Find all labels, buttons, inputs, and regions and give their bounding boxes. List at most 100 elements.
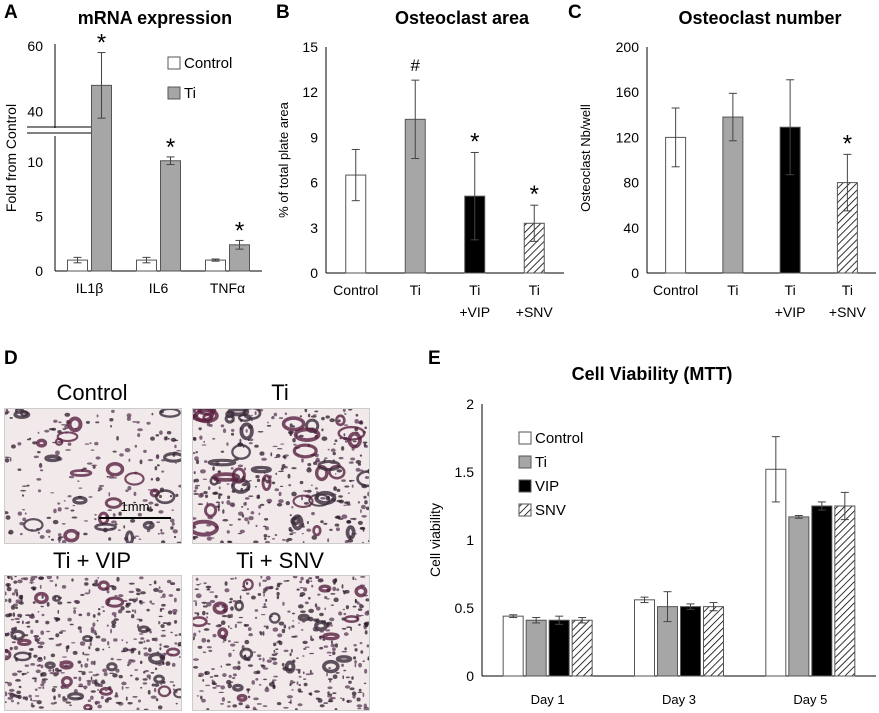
- stained-cell: [271, 538, 276, 540]
- stained-cell: [352, 694, 356, 699]
- stained-cell: [323, 702, 329, 704]
- stained-cell: [346, 700, 350, 703]
- stained-cell: [193, 489, 197, 493]
- stained-cell: [273, 412, 278, 417]
- stained-cell: [106, 697, 112, 701]
- stained-cell: [143, 647, 148, 650]
- osteoclast-cluster: [232, 683, 244, 692]
- stained-cell: [297, 669, 301, 674]
- stained-cell: [286, 695, 293, 699]
- osteoclast-cluster: [173, 688, 181, 699]
- panel-b-y-tick-label: 15: [302, 39, 318, 55]
- stained-cell: [247, 664, 254, 667]
- stained-cell: [148, 584, 152, 586]
- stained-cell: [283, 466, 288, 469]
- osteoclast-cluster: [56, 431, 79, 443]
- stained-cell: [7, 576, 10, 579]
- stained-cell: [338, 611, 343, 616]
- stained-cell: [283, 624, 287, 629]
- stained-cell: [318, 578, 324, 582]
- stained-cell: [36, 700, 42, 705]
- stained-cell: [308, 692, 312, 696]
- osteoclast-cluster: [106, 662, 118, 672]
- stained-cell: [167, 610, 173, 615]
- stained-cell: [5, 515, 11, 520]
- stained-cell: [94, 517, 97, 521]
- panel-e-y-tick-label: 0.5: [455, 600, 475, 616]
- stained-cell: [289, 652, 292, 657]
- stained-cell: [41, 678, 48, 681]
- stained-cell: [230, 601, 233, 604]
- osteoclast-cluster: [293, 427, 321, 442]
- stained-cell: [365, 598, 369, 602]
- panel-e-bar-snv: [834, 505, 856, 677]
- stained-cell: [151, 412, 154, 416]
- stained-cell: [112, 450, 117, 453]
- stained-cell: [208, 649, 213, 653]
- stained-cell: [31, 699, 38, 702]
- stained-cell: [5, 591, 7, 596]
- stained-cell: [354, 578, 357, 581]
- stained-cell: [193, 658, 199, 661]
- stained-cell: [114, 694, 119, 698]
- stained-cell: [125, 696, 128, 701]
- stained-cell: [71, 578, 74, 582]
- stained-cell: [218, 486, 221, 490]
- stained-cell: [206, 588, 211, 591]
- stained-cell: [35, 669, 41, 674]
- stained-cell: [211, 668, 215, 671]
- osteoclast-cluster: [312, 524, 322, 537]
- stained-cell: [215, 685, 221, 687]
- stained-cell: [341, 627, 347, 630]
- stained-cell: [364, 611, 369, 616]
- osteoclast-cluster: [281, 416, 306, 432]
- stained-cell: [125, 641, 128, 644]
- stained-cell: [250, 595, 256, 600]
- stained-cell: [197, 645, 203, 649]
- stained-cell: [114, 594, 118, 597]
- stained-cell: [127, 485, 132, 491]
- stained-cell: [161, 629, 166, 632]
- stained-cell: [255, 475, 260, 479]
- stained-cell: [194, 478, 200, 483]
- stained-cell: [271, 415, 275, 418]
- stained-cell: [9, 457, 12, 462]
- stained-cell: [359, 642, 363, 645]
- stained-cell: [193, 632, 197, 637]
- stained-cell: [5, 691, 8, 697]
- micrograph-label-ti: Ti: [271, 380, 289, 405]
- stained-cell: [321, 436, 328, 441]
- stained-cell: [146, 421, 151, 425]
- stained-cell: [343, 612, 347, 616]
- stained-cell: [202, 679, 205, 682]
- stained-cell: [137, 512, 143, 517]
- stained-cell: [103, 672, 108, 677]
- stained-cell: [193, 451, 196, 455]
- osteoclast-cluster: [343, 615, 360, 624]
- stained-cell: [289, 431, 293, 437]
- osteoclast-cluster: [105, 596, 125, 608]
- stained-cell: [83, 532, 88, 536]
- stained-cell: [20, 598, 23, 603]
- stained-cell: [58, 631, 63, 634]
- stained-cell: [5, 511, 9, 515]
- stained-cell: [169, 495, 173, 498]
- stained-cell: [66, 601, 72, 604]
- stained-cell: [129, 674, 133, 677]
- panel-c-significance-mark: *: [843, 130, 852, 157]
- stained-cell: [363, 495, 367, 499]
- stained-cell: [174, 620, 178, 624]
- stained-cell: [133, 535, 140, 537]
- stained-cell: [266, 424, 272, 427]
- stained-cell: [194, 486, 199, 490]
- stained-cell: [238, 702, 243, 706]
- stained-cell: [163, 645, 170, 648]
- stained-cell: [10, 618, 15, 621]
- stained-cell: [355, 598, 357, 603]
- stained-cell: [134, 609, 137, 614]
- stained-cell: [7, 682, 13, 687]
- stained-cell: [344, 413, 347, 415]
- stained-cell: [73, 609, 77, 614]
- stained-cell: [291, 467, 297, 470]
- micrograph-ti-snv: [192, 575, 370, 711]
